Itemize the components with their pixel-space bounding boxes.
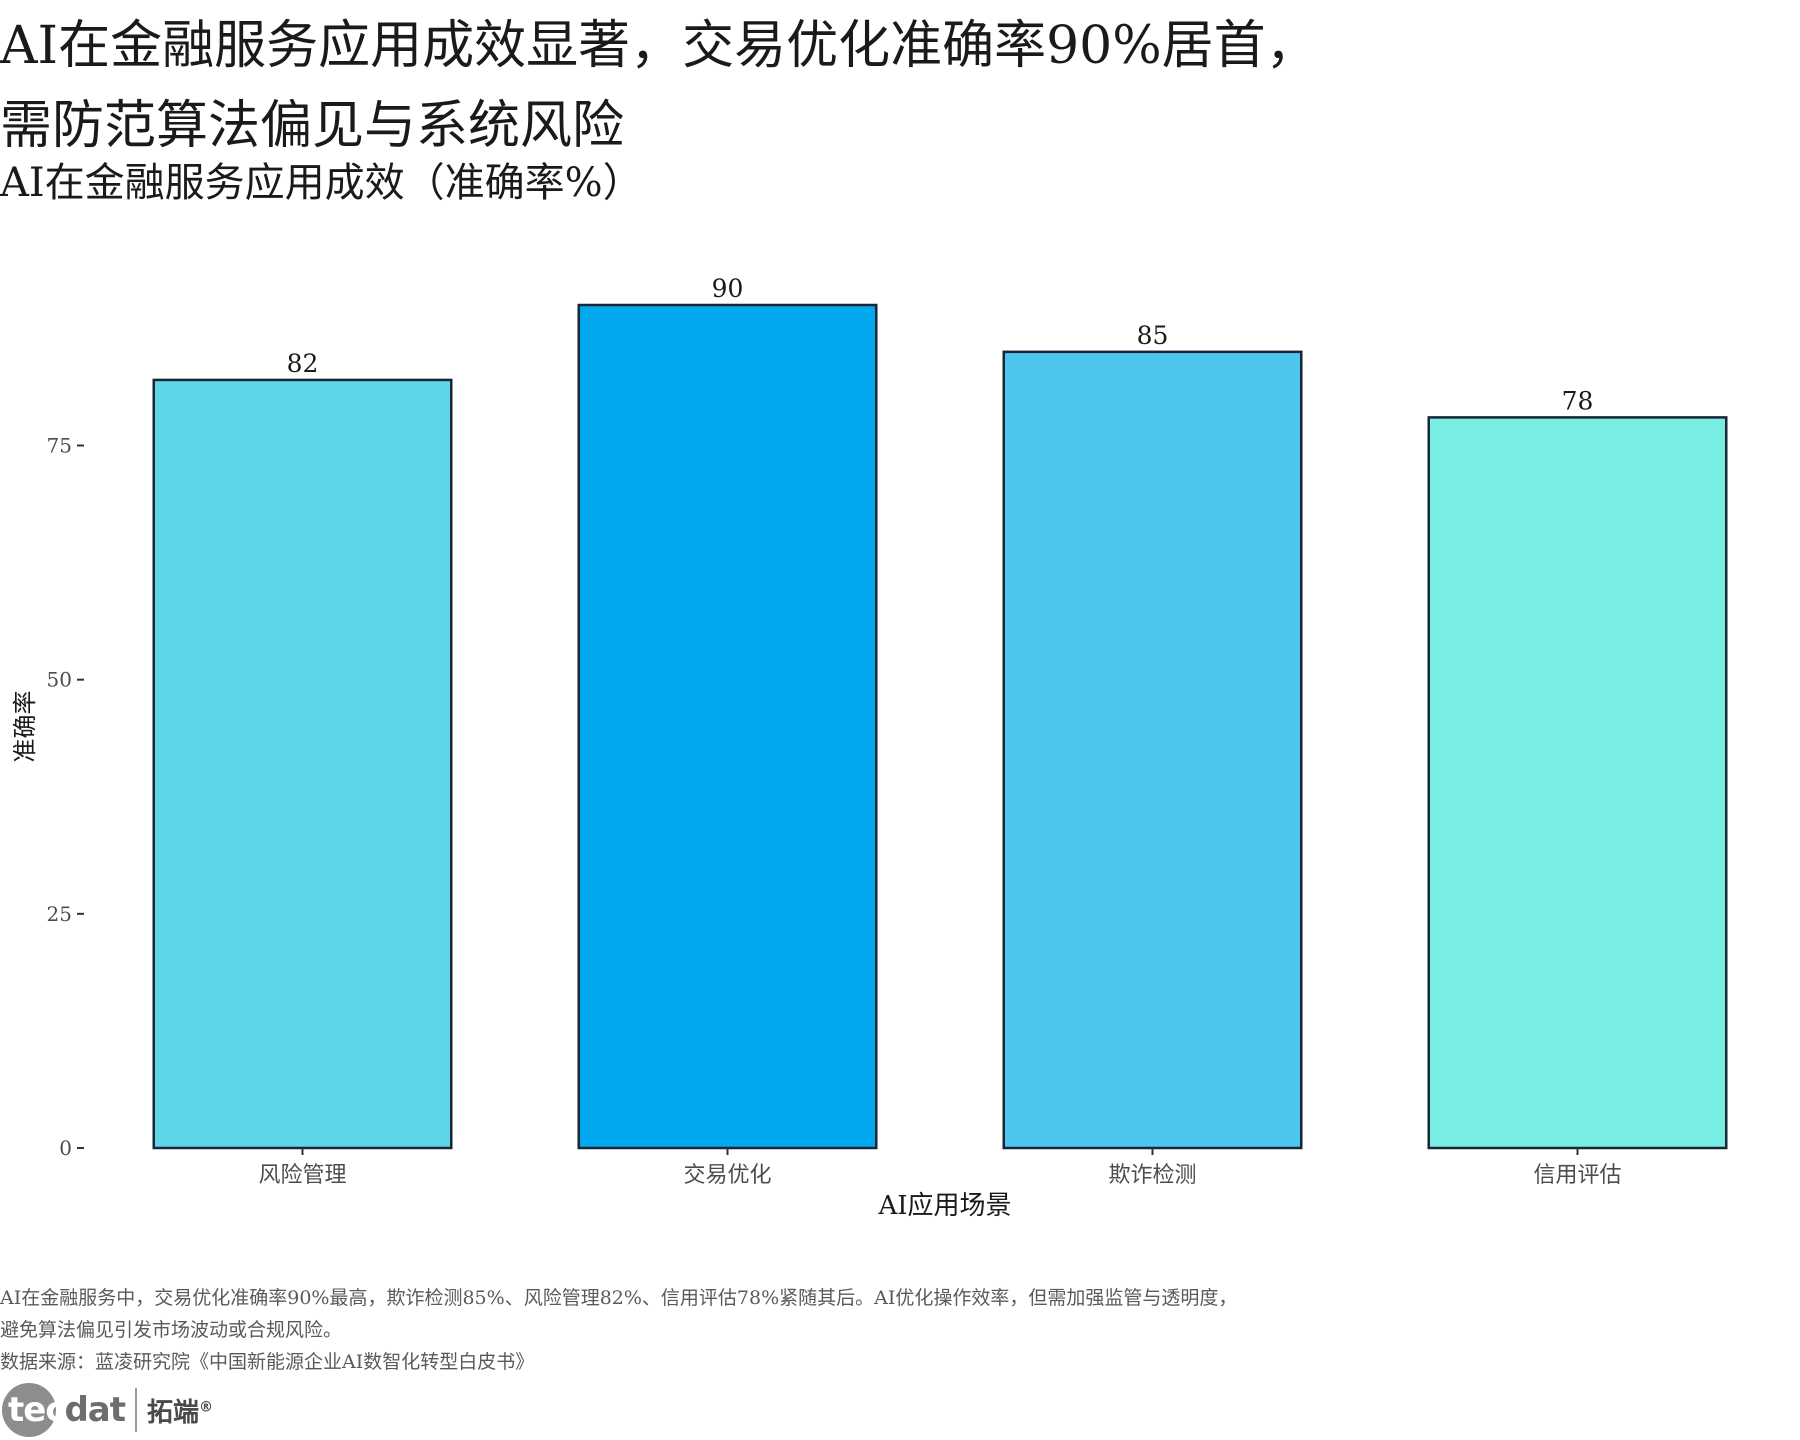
bar (152, 378, 453, 1150)
bar-value-label: 82 (287, 349, 319, 378)
y-tick-label: 25 (47, 902, 72, 926)
footer-note-line-1: AI在金融服务中，交易优化准确率90%最高，欺诈检测85%、风险管理82%、信用… (0, 1287, 1238, 1309)
x-tick-label: 风险管理 (258, 1163, 346, 1188)
logo-circle-icon (2, 1383, 56, 1437)
chart-title-line-2: 需防范算法偏见与系统风险 (0, 96, 625, 156)
bar (1002, 350, 1303, 1150)
bar-value-label: 90 (712, 274, 744, 303)
logo-wordmark: tecdat (8, 1390, 126, 1430)
x-axis-title: AI应用场景 (877, 1191, 1011, 1221)
logo-divider (135, 1388, 138, 1432)
bar-value-label: 78 (1562, 386, 1594, 415)
chart-footer: AI在金融服务中，交易优化准确率90%最高，欺诈检测85%、风险管理82%、信用… (0, 1282, 1780, 1378)
brand-name: 拓端® (147, 1397, 214, 1428)
y-tick-label: 0 (59, 1136, 72, 1160)
chart-title: AI在金融服务应用成效显著，交易优化准确率90%居首， 需防范算法偏见与系统风险 (0, 6, 1780, 166)
y-tick-label: 50 (47, 668, 72, 692)
chart-subtitle: AI在金融服务应用成效（准确率%） (0, 160, 643, 206)
bar (577, 303, 878, 1150)
footer-note-line-2: 避免算法偏见引发市场波动或合规风险。 (0, 1319, 343, 1341)
brand-logo: tecdat 拓端® (0, 1380, 213, 1440)
chart-title-line-1: AI在金融服务应用成效显著，交易优化准确率90%居首， (0, 16, 1318, 76)
x-tick-label: 交易优化 (683, 1163, 771, 1188)
data-source: 数据来源：蓝凌研究院《中国新能源企业AI数智化转型白皮书》 (0, 1351, 535, 1373)
bar-value-label: 85 (1137, 321, 1169, 350)
bar (1427, 416, 1728, 1150)
x-tick-label: 欺诈检测 (1108, 1163, 1196, 1188)
y-tick-label: 75 (47, 434, 72, 458)
x-tick-label: 信用评估 (1533, 1163, 1621, 1188)
bar-chart: 0 25 50 75 准确率 82 风险管理 90 交易优化 85 欺诈检测 78 信用评估 AI应用场景 (11, 274, 1728, 1221)
y-axis-title: 准确率 (11, 691, 39, 763)
